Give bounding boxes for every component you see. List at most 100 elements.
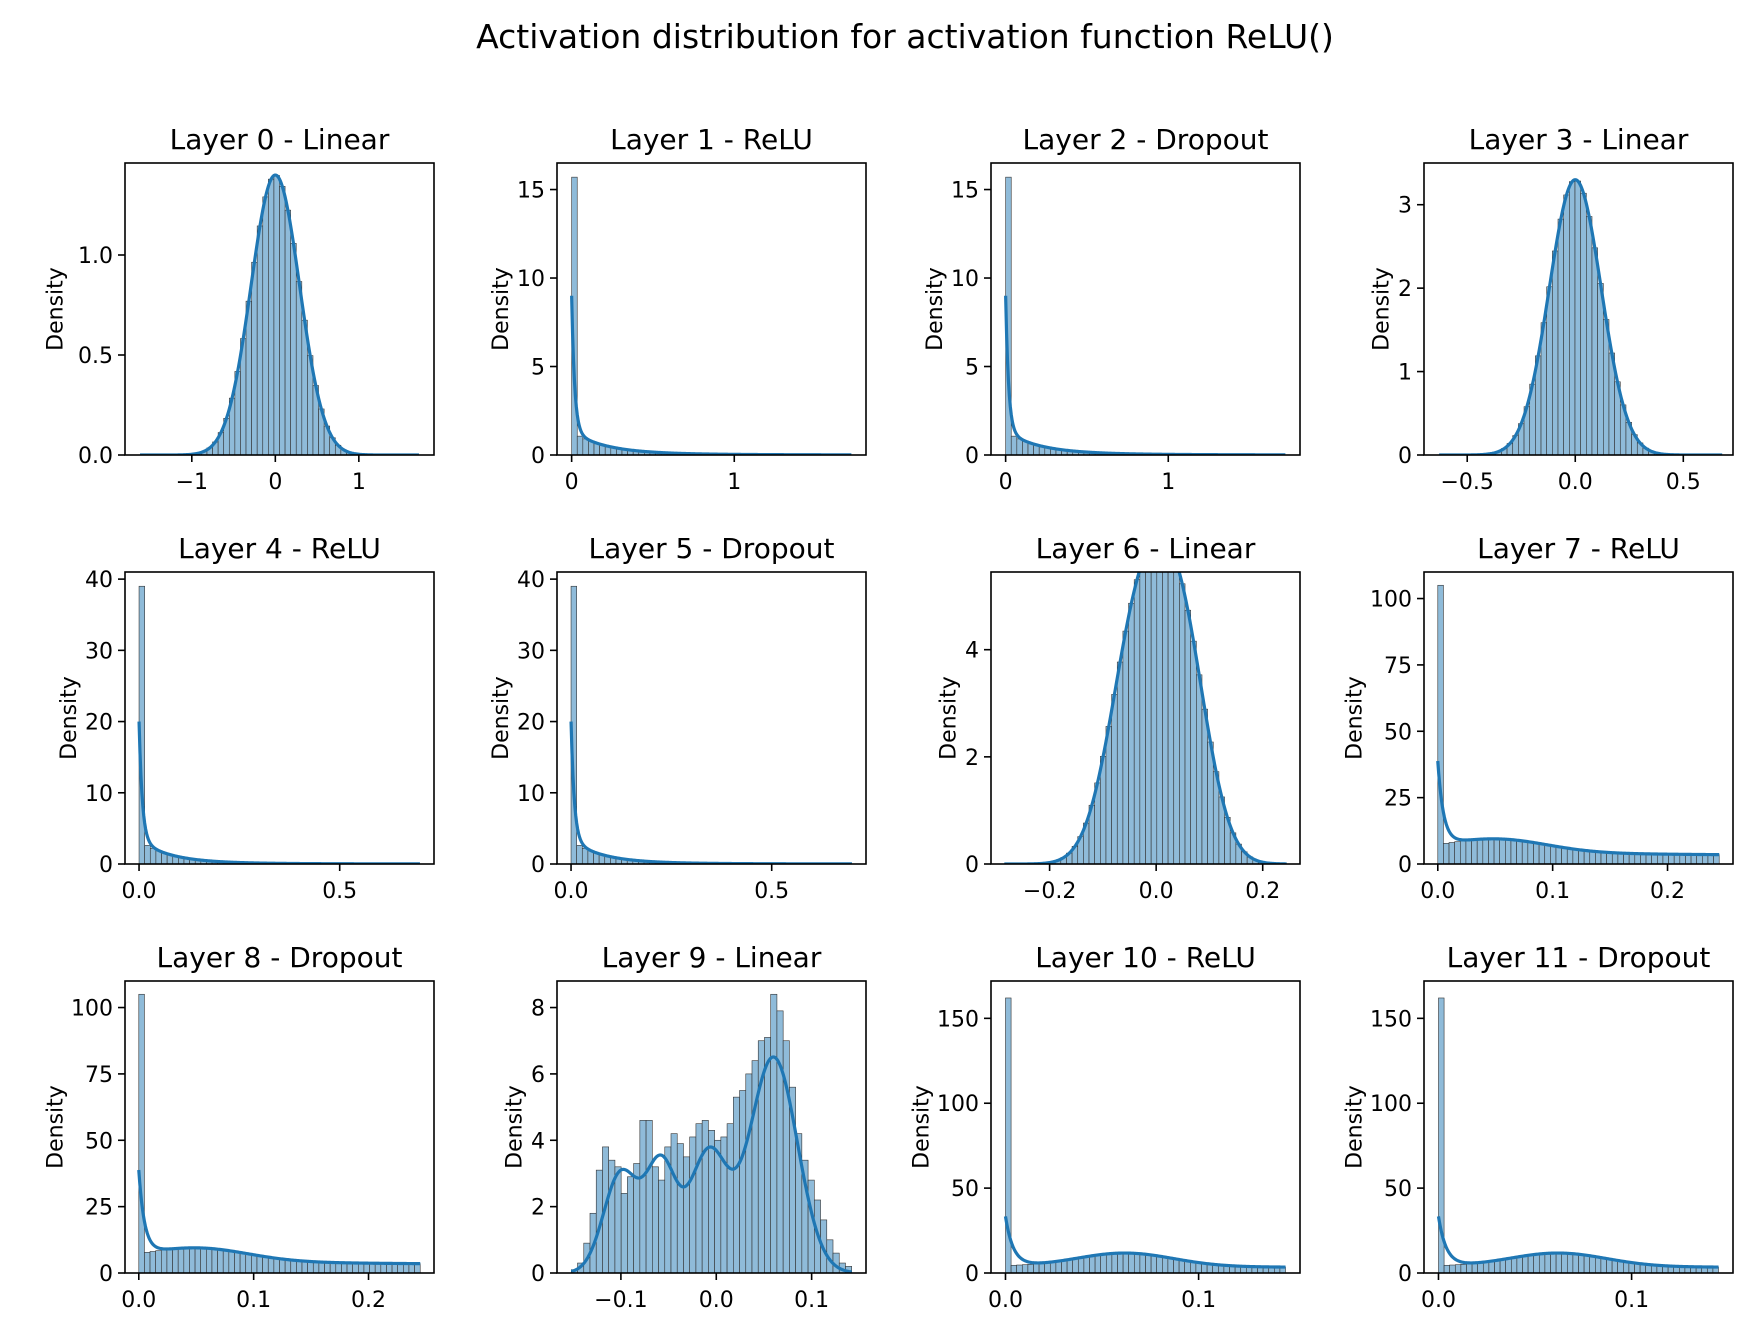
- y-tick-label: 10: [517, 782, 545, 807]
- histogram-bar: [1591, 247, 1598, 455]
- histogram-bar: [770, 993, 778, 1273]
- histogram-bar: [144, 1252, 151, 1273]
- histogram-bar: [576, 435, 584, 455]
- histogram-bars: [1438, 997, 1719, 1273]
- histogram-bar: [1178, 1259, 1186, 1273]
- histogram-bar: [1094, 1254, 1101, 1273]
- histogram-bar: [1083, 1256, 1090, 1273]
- x-tick-label: 0.0: [1558, 470, 1593, 495]
- axes-frame: [990, 162, 1301, 456]
- subplot-layer-4: 0.0 0.5 0 10 20 30 40 Density Layer 4 - ReLU: [57, 532, 435, 904]
- y-tick-label: 0: [1398, 444, 1412, 469]
- histogram-bar: [1448, 842, 1455, 864]
- kde-curve: [1003, 1216, 1286, 1269]
- y-tick-label: 25: [85, 1196, 113, 1221]
- y-axis-label: Density: [44, 267, 69, 351]
- histogram-bar: [1016, 1264, 1023, 1273]
- subplot-title: Layer 0 - Linear: [170, 123, 390, 156]
- histogram-bar: [1600, 851, 1607, 864]
- histogram-bar: [1516, 840, 1523, 864]
- histogram-bar: [217, 1249, 224, 1273]
- x-tick-label: −0.1: [594, 1288, 647, 1313]
- histogram-bar: [1128, 602, 1135, 864]
- histogram-bar: [1201, 708, 1208, 864]
- histogram-bar: [633, 1163, 641, 1273]
- histogram-bars: [571, 176, 852, 455]
- y-tick-label: 4: [531, 1129, 545, 1154]
- histogram-bar: [1190, 640, 1197, 864]
- histogram-bar: [166, 1248, 173, 1273]
- histogram-bars: [138, 993, 421, 1273]
- y-tick-label: 1.0: [78, 244, 113, 269]
- histogram-bar: [1077, 1257, 1085, 1273]
- y-tick-label: 0: [1398, 1262, 1412, 1287]
- y-tick-label: 150: [937, 1007, 979, 1032]
- histogram-bar: [1111, 1253, 1118, 1273]
- histogram-bars: [1437, 584, 1720, 864]
- y-tick-label: 50: [1384, 1177, 1412, 1202]
- histogram-bar: [1449, 1264, 1456, 1273]
- histogram-bar: [708, 1130, 715, 1273]
- histogram-bar: [1595, 851, 1602, 864]
- histogram-bar: [1521, 840, 1529, 864]
- histogram-bar: [268, 178, 275, 455]
- histogram-bar: [1606, 1258, 1613, 1273]
- y-axis-label: Density: [44, 1085, 69, 1169]
- histogram-bar: [1555, 1252, 1562, 1273]
- histogram-bar: [1437, 584, 1444, 864]
- y-tick-label: 20: [85, 711, 113, 736]
- histogram-bar: [1505, 839, 1512, 864]
- axes-frame: [556, 162, 867, 456]
- histogram-bar: [639, 1120, 647, 1273]
- y-tick-label: 100: [1370, 1092, 1412, 1117]
- histogram-bar: [296, 1260, 303, 1273]
- x-tick-label: 0.0: [554, 879, 589, 904]
- histogram-bar: [1578, 1254, 1585, 1273]
- histogram-bar: [1533, 1253, 1540, 1273]
- y-tick-label: 20: [517, 711, 545, 736]
- histogram-bar: [614, 1166, 622, 1273]
- histogram-bar: [1162, 1256, 1169, 1273]
- histogram-bar: [1133, 579, 1141, 864]
- histogram-bar: [1021, 1264, 1029, 1273]
- y-tick-label: 2: [1398, 277, 1412, 302]
- histogram-bar: [1580, 192, 1587, 455]
- histogram-bar: [1459, 840, 1467, 864]
- y-tick-label: 0.5: [78, 344, 113, 369]
- histogram-bar: [683, 1156, 690, 1273]
- x-tick-label: 0.1: [1614, 1288, 1649, 1313]
- histogram-bar: [695, 1123, 703, 1273]
- histogram-bars: [138, 585, 421, 864]
- y-tick-label: 8: [531, 997, 545, 1022]
- histogram-bar: [1527, 841, 1534, 864]
- histogram-bar: [138, 993, 145, 1273]
- histogram-bar: [581, 848, 589, 864]
- histogram-bars: [1005, 176, 1286, 455]
- histogram-bar: [576, 845, 583, 864]
- histogram-bar: [701, 1120, 709, 1273]
- histogram-bar: [1574, 180, 1581, 455]
- histogram-bar: [1493, 838, 1500, 864]
- axes-frame: [1423, 162, 1734, 456]
- histogram-bar: [1471, 1262, 1478, 1273]
- y-axis-label: Density: [910, 1085, 935, 1169]
- y-tick-label: 4: [965, 639, 979, 664]
- kde-curve: [1436, 760, 1720, 857]
- histogram-bar: [1072, 1258, 1079, 1273]
- y-tick-label: 75: [1384, 654, 1412, 679]
- x-tick-label: 1: [1161, 470, 1175, 495]
- histogram-bar: [1516, 1256, 1523, 1273]
- subplot-layer-8: 0.0 0.1 0.2 0 25 50 75 100 Density Layer 8 - Drop…: [44, 941, 435, 1313]
- histogram-bar: [1139, 572, 1146, 864]
- histogram-bar: [1105, 1253, 1113, 1273]
- y-tick-label: 0: [531, 853, 545, 878]
- y-tick-label: 0: [99, 853, 113, 878]
- histogram-bar: [1510, 1257, 1518, 1273]
- y-tick-label: 3: [1398, 194, 1412, 219]
- histogram-bar: [1586, 216, 1593, 455]
- histogram-bar: [1597, 283, 1604, 455]
- histogram-bar: [620, 1193, 628, 1273]
